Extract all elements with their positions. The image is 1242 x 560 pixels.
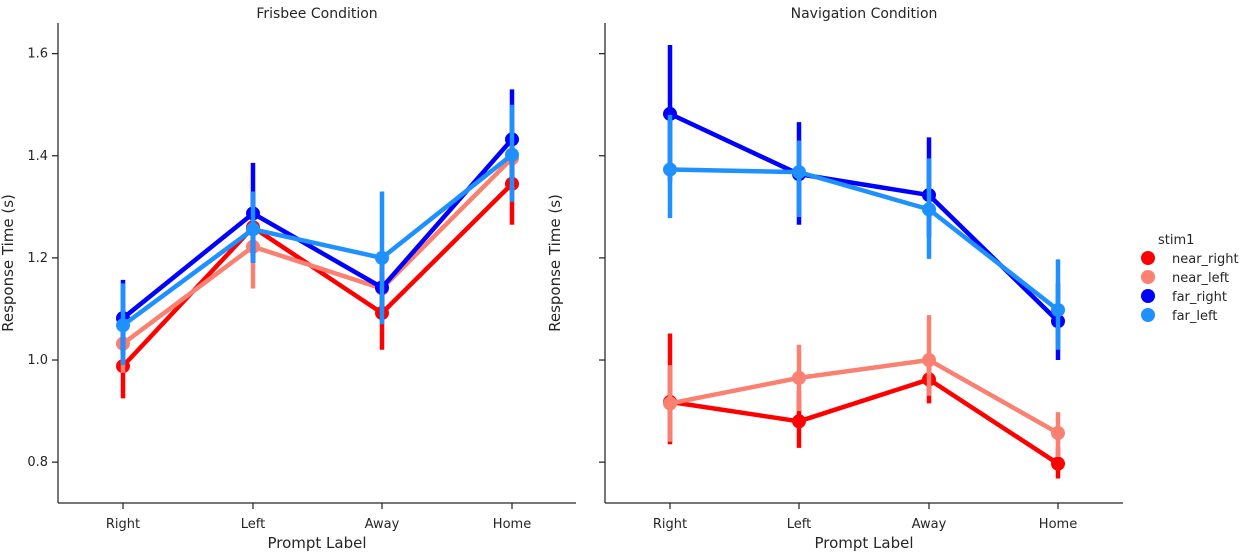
legend-label: near_left bbox=[1172, 271, 1229, 286]
data-point bbox=[792, 165, 806, 180]
legend-label: far_left bbox=[1172, 309, 1217, 324]
x-tick-label: Home bbox=[1039, 517, 1077, 532]
legend-marker bbox=[1141, 308, 1155, 322]
series-line bbox=[669, 377, 1060, 466]
y-axis-label: Response Time (s) bbox=[0, 194, 17, 332]
data-point bbox=[922, 353, 936, 368]
y-tick-label: 1.6 bbox=[27, 47, 48, 62]
y-tick-label: 0.8 bbox=[27, 455, 48, 470]
series-far_left bbox=[663, 114, 1065, 350]
data-point bbox=[663, 106, 677, 121]
legend-label: near_right bbox=[1172, 252, 1239, 267]
data-point bbox=[792, 414, 806, 429]
series-near_right bbox=[663, 333, 1065, 479]
data-point bbox=[505, 147, 519, 162]
x-tick-label: Right bbox=[106, 517, 140, 532]
legend-marker bbox=[1141, 270, 1155, 284]
data-point bbox=[1051, 456, 1065, 471]
y-tick-label: 1.2 bbox=[27, 251, 48, 266]
x-tick-label: Left bbox=[787, 517, 811, 532]
legend-title: stim1 bbox=[1158, 233, 1194, 248]
y-axis-label: Response Time (s) bbox=[546, 194, 564, 332]
x-axis-label: Prompt Label bbox=[267, 534, 366, 552]
data-point bbox=[663, 162, 677, 177]
series-far_right bbox=[663, 44, 1065, 361]
series-line bbox=[121, 152, 514, 328]
x-tick-label: Home bbox=[493, 517, 531, 532]
y-tick-label: 1.0 bbox=[27, 353, 48, 368]
data-point bbox=[922, 202, 936, 217]
x-tick-label: Left bbox=[241, 517, 265, 532]
data-point bbox=[375, 250, 389, 265]
data-point bbox=[1051, 426, 1065, 441]
series-line bbox=[669, 111, 1060, 323]
series-near_left bbox=[663, 315, 1065, 458]
series-line bbox=[669, 167, 1060, 312]
series-far_right bbox=[116, 89, 519, 355]
data-point bbox=[116, 318, 130, 333]
data-point bbox=[663, 396, 677, 411]
x-tick-label: Right bbox=[653, 517, 687, 532]
series-line bbox=[121, 182, 514, 368]
series-line bbox=[121, 156, 514, 346]
series-line bbox=[121, 137, 514, 320]
x-tick-label: Away bbox=[365, 517, 400, 532]
y-tick-label: 1.4 bbox=[27, 149, 48, 164]
legend-marker bbox=[1141, 251, 1155, 265]
data-point bbox=[246, 222, 260, 237]
x-tick-label: Away bbox=[912, 517, 947, 532]
panel-title: Navigation Condition bbox=[791, 6, 938, 22]
data-point bbox=[792, 370, 806, 385]
series-far_left bbox=[116, 104, 519, 366]
legend-marker bbox=[1141, 289, 1155, 303]
data-point bbox=[1051, 302, 1065, 317]
series-near_right bbox=[116, 145, 519, 399]
series-line bbox=[669, 357, 1060, 436]
panel-title: Frisbee Condition bbox=[256, 6, 377, 22]
x-axis-label: Prompt Label bbox=[814, 534, 913, 552]
legend-label: far_right bbox=[1172, 290, 1227, 305]
